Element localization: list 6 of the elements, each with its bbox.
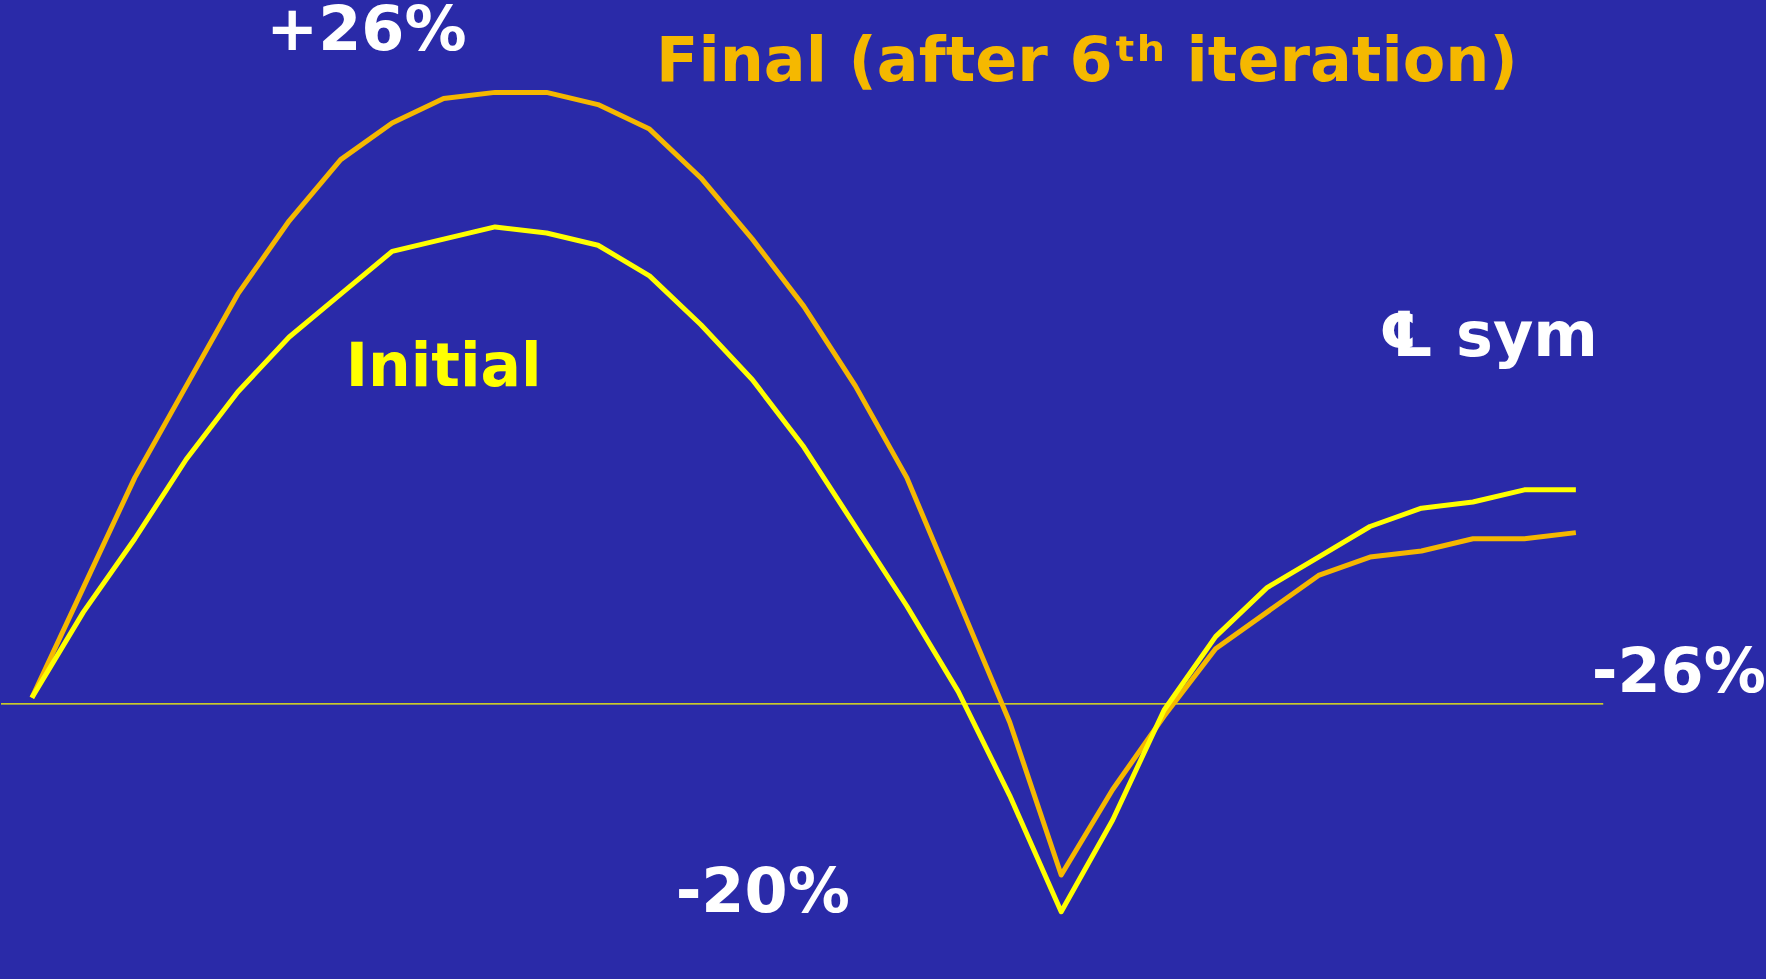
series-label: Final (after 6ᵗʰ iteration) [656, 22, 1518, 96]
series-label: Initial [345, 329, 542, 400]
text: +26% [266, 0, 467, 66]
annotation: -20% [675, 854, 850, 928]
annotation: ℄ sym [1378, 297, 1598, 371]
annotation: -26% [1591, 634, 1766, 708]
